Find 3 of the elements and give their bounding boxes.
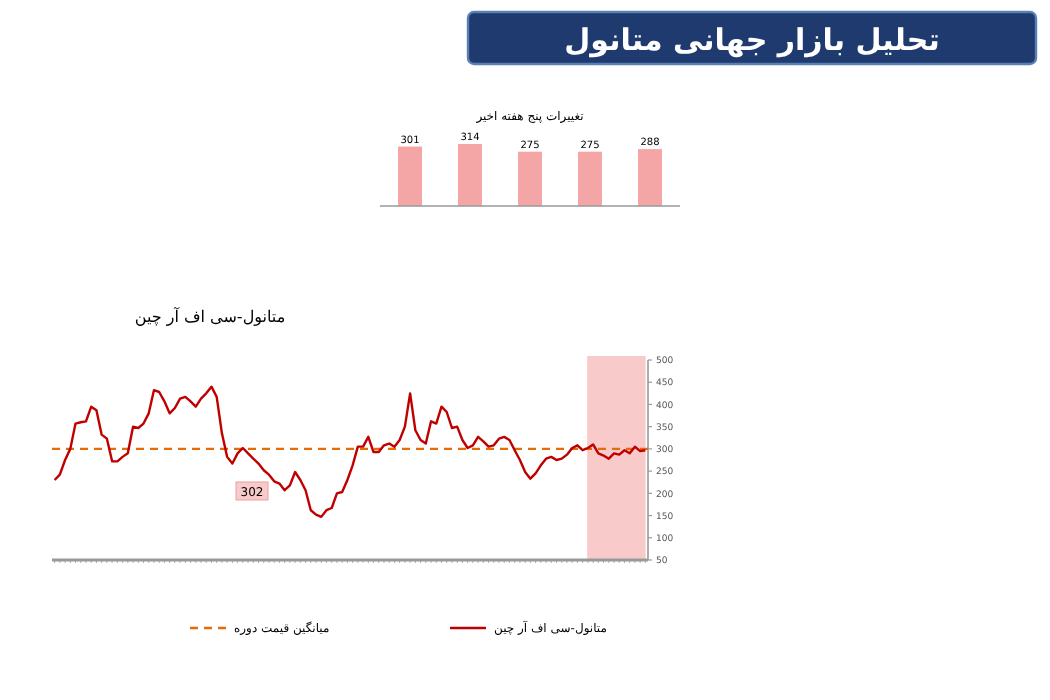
text: تحلیل بازار جهانی متانول [564,22,940,58]
chart-title: متانول-سی اف آر چین [134,306,286,326]
line-series [53,385,647,519]
